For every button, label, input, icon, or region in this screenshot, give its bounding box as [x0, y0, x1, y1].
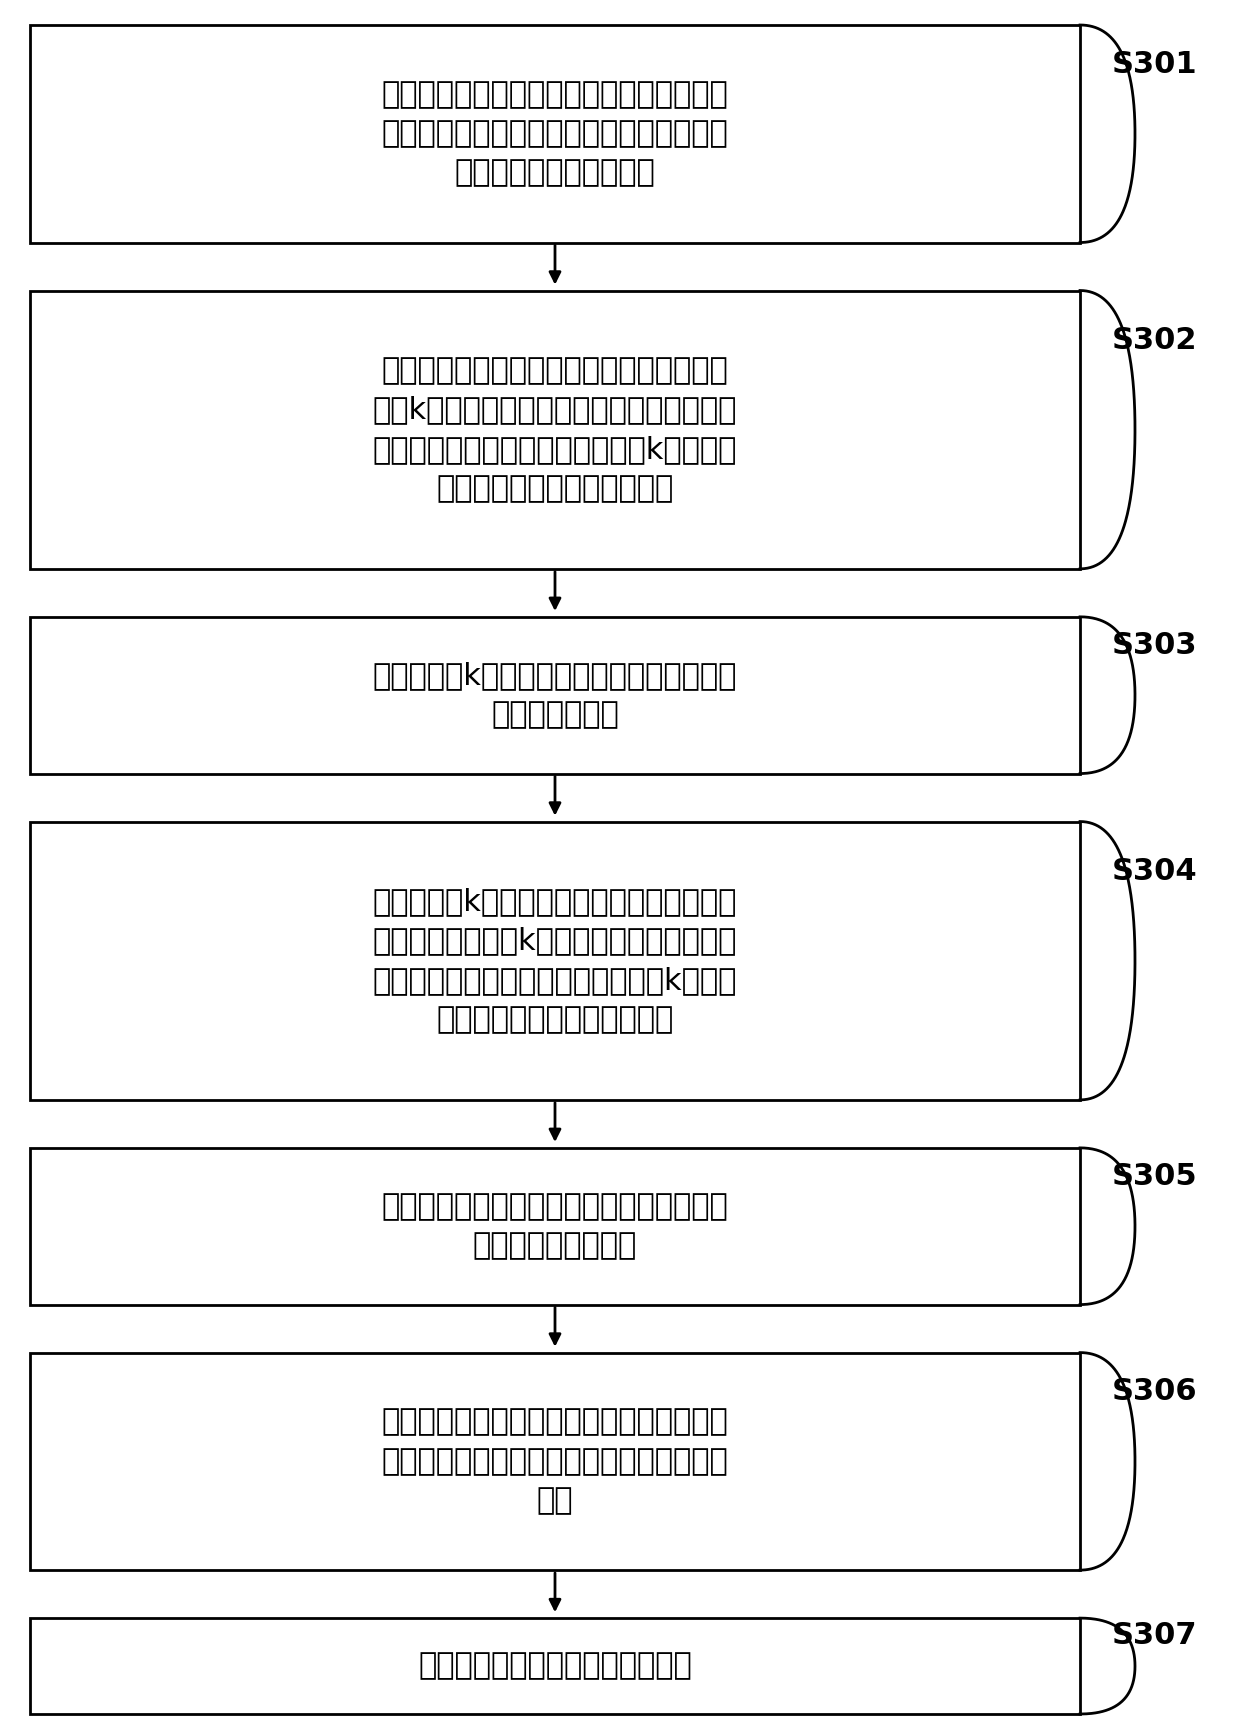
Text: S301: S301	[1112, 50, 1198, 78]
Text: 依据预设的灰度级数，以及第二高光谱图像
中第k个波段的图像中各个象元的第一灰度值
中的最大值和最小值，获取所述第k个波段的
图像中各个象元的第二灰度值: 依据预设的灰度级数，以及第二高光谱图像 中第k个波段的图像中各个象元的第一灰度值…	[373, 357, 738, 504]
Text: 依据所述第k个波段的图像中每一个象元的灰
度值，以及所述第k个波段的图像中各个象元
的第二灰度值的平均值，获取所述第k个波段
的图像的每一个象元的哈希值: 依据所述第k个波段的图像中每一个象元的灰 度值，以及所述第k个波段的图像中各个象…	[373, 887, 738, 1034]
Text: S305: S305	[1112, 1162, 1198, 1190]
Text: S306: S306	[1112, 1377, 1198, 1406]
Bar	[30, 291, 1080, 568]
Bar	[30, 1148, 1080, 1304]
Bar	[30, 1618, 1080, 1715]
Bar	[30, 821, 1080, 1100]
Text: 计算所述第k个波段的图像中所有象元的第二
灰度值的平均值: 计算所述第k个波段的图像中所有象元的第二 灰度值的平均值	[373, 662, 738, 729]
Text: S307: S307	[1112, 1621, 1198, 1651]
Text: 依据象元的哈希值，获取任意两个波段的图
像的相同象元的个数: 依据象元的哈希值，获取任意两个波段的图 像的相同象元的个数	[382, 1192, 728, 1261]
Text: S304: S304	[1112, 857, 1198, 887]
Bar	[30, 24, 1080, 242]
Bar	[30, 617, 1080, 774]
Text: 确定未标记的波段为所选择的波段: 确定未标记的波段为所选择的波段	[418, 1652, 692, 1680]
Bar	[30, 1353, 1080, 1571]
Text: S302: S302	[1112, 326, 1198, 355]
Text: S303: S303	[1112, 630, 1198, 660]
Text: 依据所述相同象元的个数对波段进行标记，
直到未标记的波段达到梳式筛选择的波段数
为止: 依据所述相同象元的个数对波段进行标记， 直到未标记的波段达到梳式筛选择的波段数 …	[382, 1408, 728, 1516]
Text: 对第一高光谱图像进行采样，获取第二高光
谱图像，所述第二高光谱图像的尺寸小于所
述第一高光谱图像的尺寸: 对第一高光谱图像进行采样，获取第二高光 谱图像，所述第二高光谱图像的尺寸小于所 …	[382, 80, 728, 187]
